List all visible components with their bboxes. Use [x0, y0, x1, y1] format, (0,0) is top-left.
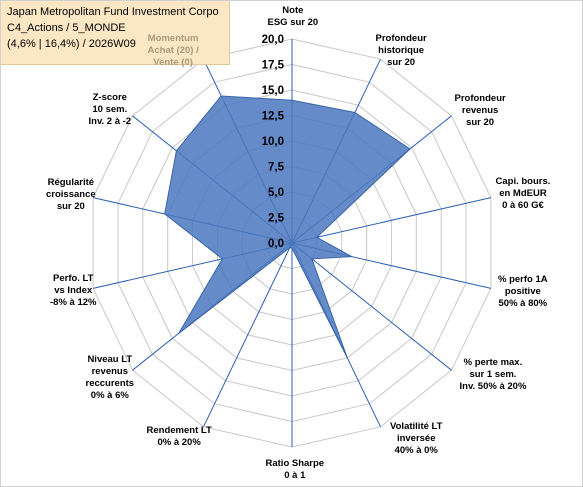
- axis-label-line: 10 sem.: [92, 104, 128, 115]
- axis-label-line: Ratio Sharpe: [265, 458, 325, 469]
- chart-title-box: Japan Metropolitan Fund Investment Corpo…: [1, 1, 230, 65]
- axis-label-line: en MdEUR: [499, 188, 547, 199]
- axis-label-4: % perfo 1A positive 50% à 80%: [498, 274, 548, 310]
- axis-label-line: Régularité: [47, 177, 95, 188]
- axis-label-11: Régularité croissance sur 20: [46, 177, 96, 213]
- axis-label-line: revenus: [461, 105, 499, 116]
- chart-title-line-1: Japan Metropolitan Fund Investment Corpo: [7, 6, 219, 18]
- axis-label-line: Rendement LT: [146, 425, 212, 436]
- axis-label-13: Momentum Achat (20) / Vente (0): [148, 33, 199, 69]
- axis-label-line: Perfo. LT: [53, 273, 94, 284]
- axis-label-line: 0 à 1: [284, 470, 306, 481]
- axis-label-0: Note ESG sur 20: [268, 5, 319, 29]
- series-layer: [164, 95, 411, 359]
- axis-label-9: Niveau LT revenus reccurents 0% à 6%: [86, 354, 135, 402]
- axis-label-line: Vente (0): [153, 57, 193, 68]
- axis-label-7: Ratio Sharpe 0 à 1: [266, 458, 325, 482]
- r-tick-label: 17,5: [262, 60, 285, 72]
- r-tick-label: 20,0: [262, 34, 284, 46]
- axis-label-line: Inv. 2 à -2: [88, 116, 132, 127]
- axis-label-line: Note: [282, 5, 304, 16]
- axis-label-6: Volatilité LT inversée 40% à 0%: [390, 421, 442, 457]
- axis-label-2: Profondeur revenus sur 20: [455, 93, 506, 129]
- axis-label-line: Z-score: [92, 92, 127, 103]
- axis-label-line: revenus: [91, 366, 129, 377]
- axis-spoke-3: [291, 197, 492, 244]
- axis-label-12: Z-score 10 sem. Inv. 2 à -2: [89, 92, 132, 128]
- r-tick-label: 5,0: [268, 187, 284, 199]
- r-tick-label: 10,0: [262, 136, 284, 148]
- axis-label-3: Capi. bours. en MdEUR 0 à 60 G€: [496, 176, 551, 212]
- r-tick-label: 0,0: [268, 238, 284, 250]
- series-area-0: [164, 95, 411, 359]
- axis-label-line: Inv. 50% à 20%: [459, 381, 527, 392]
- axis-label-5: % perte max. sur 1 sem. Inv. 50% à 20%: [460, 357, 527, 393]
- tick-layer: 0,0 2,5 5,0 7,5 10,0 12,5 15,0 17,5 20,0: [262, 34, 285, 250]
- axis-label-line: 0% à 20%: [157, 437, 201, 448]
- axis-label-line: Profondeur: [375, 33, 427, 44]
- axis-label-line: Momentum: [147, 33, 199, 44]
- axis-label-line: Niveau LT: [87, 354, 133, 365]
- axis-label-10: Perfo. LT vs Index -8% à 12%: [50, 273, 96, 309]
- axis-label-line: vs Index: [54, 285, 93, 296]
- axis-label-line: % perfo 1A: [498, 274, 548, 285]
- axis-label-line: positive: [504, 286, 541, 297]
- chart-title-line-3: (4,6% | 16,4%) / 2026W09: [7, 38, 136, 50]
- axis-label-line: historique: [378, 45, 425, 56]
- axis-label-line: 0% à 6%: [90, 390, 129, 401]
- axis-label-line: 0 à 60 G€: [502, 200, 544, 211]
- axis-label-line: reccurents: [85, 378, 135, 389]
- axis-label-line: Volatilité LT: [390, 421, 443, 432]
- axis-label-line: 50% à 80%: [498, 298, 548, 309]
- axis-label-line: Capi. bours.: [495, 176, 551, 187]
- axis-label-line: croissance: [46, 189, 96, 200]
- chart-title-line-2: C4_Actions / 5_MONDE: [7, 22, 126, 34]
- axis-label-line: Achat (20) /: [147, 45, 199, 56]
- axis-label-line: sur 20: [56, 201, 85, 212]
- axis-label-line: sur 1 sem.: [469, 369, 517, 380]
- r-tick-label: 2,5: [268, 213, 285, 225]
- axis-label-line: ESG sur 20: [267, 17, 319, 28]
- axis-label-line: inversée: [396, 433, 436, 444]
- axis-spoke-8: [203, 242, 293, 428]
- axis-label-line: sur 20: [387, 57, 416, 68]
- axis-label-line: sur 20: [466, 117, 495, 128]
- r-tick-label: 15,0: [262, 85, 284, 97]
- r-tick-label: 12,5: [262, 111, 285, 123]
- axis-label-line: % perte max.: [463, 357, 523, 368]
- axis-label-line: -8% à 12%: [50, 297, 97, 308]
- axis-spoke-5: [291, 242, 452, 371]
- axis-label-line: 40% à 0%: [394, 445, 438, 456]
- r-tick-label: 7,5: [268, 162, 285, 174]
- axis-label-8: Rendement LT 0% à 20%: [147, 425, 212, 449]
- axis-label-line: Profondeur: [454, 93, 506, 104]
- axis-label-1: Profondeur historique sur 20: [376, 33, 427, 69]
